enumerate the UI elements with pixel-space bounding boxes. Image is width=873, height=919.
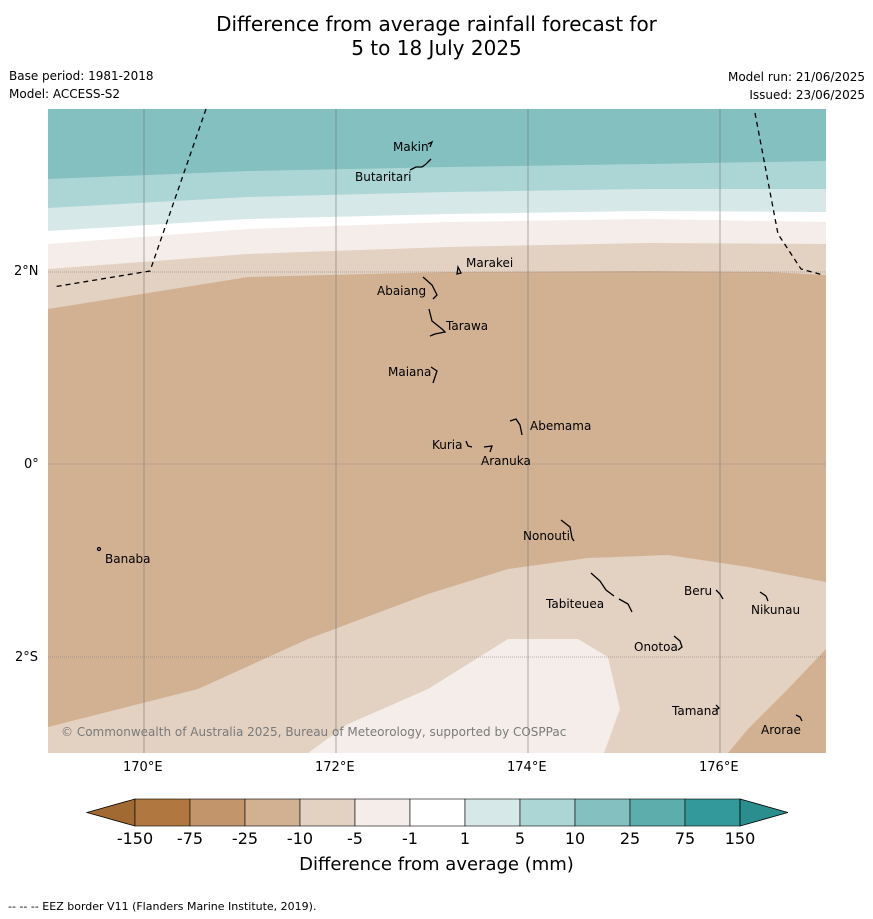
label-tabiteuea: Tabiteuea (545, 597, 604, 611)
colorbar-segment (244, 798, 301, 827)
label-kuria: Kuria (432, 438, 463, 452)
colorbar-segment (299, 798, 356, 827)
arorae-shape (795, 714, 803, 722)
label-nonouti: Nonouti (523, 529, 570, 543)
colorbar-segment (409, 798, 466, 827)
band-p10 (48, 109, 826, 179)
colorbar-title: Difference from average (mm) (299, 854, 574, 875)
kuria-shape (465, 440, 473, 448)
lon-tick-174: 174°E (507, 760, 547, 775)
base-period: Base period: 1981-2018 (9, 69, 154, 83)
colorbar-tick-label: 5 (514, 829, 526, 848)
colorbar-segment (519, 798, 576, 827)
colorbar-segment (629, 798, 686, 827)
model-name: Model: ACCESS-S2 (9, 87, 121, 101)
colorbar-tick-label: 10 (564, 829, 586, 848)
label-banaba: Banaba (105, 552, 151, 566)
lat-tick-2s: 2°S (15, 650, 39, 665)
eez-footnote: -- -- -- EEZ border V11 (Flanders Marine… (8, 900, 317, 913)
colorbar-tick-label: -10 (286, 829, 314, 848)
colorbar-extend-low (86, 798, 136, 827)
label-aranuka: Aranuka (481, 454, 531, 468)
colorbar (86, 798, 788, 827)
beru-shape (715, 589, 724, 600)
rainfall-map: Makin Butaritari Marakei Abaiang Tarawa … (48, 109, 826, 753)
colorbar-tick-label: 75 (674, 829, 696, 848)
label-abemama: Abemama (530, 419, 591, 433)
band-m10-south (48, 555, 826, 753)
butaritari-shape (409, 158, 432, 171)
label-beru: Beru (684, 584, 712, 598)
label-abaiang: Abaiang (377, 284, 426, 298)
band-m5-south (308, 639, 620, 753)
lat-tick-0: 0° (24, 457, 39, 472)
graticule (48, 109, 826, 753)
lon-tick-170: 170°E (123, 760, 163, 775)
nonouti-shape (560, 519, 575, 542)
colorbar-extend-high (739, 798, 788, 827)
label-marakei: Marakei (466, 256, 513, 270)
label-arorae: Arorae (761, 723, 801, 737)
abaiang-shape (422, 276, 438, 300)
model-run: Model run: 21/06/2025 (727, 70, 865, 84)
label-tamana: Tamana (671, 704, 719, 718)
abemama-shape (509, 418, 523, 436)
colorbar-segment (134, 798, 191, 827)
lon-tick-176: 176°E (699, 760, 739, 775)
colorbar-tick-label: -150 (116, 829, 154, 848)
colorbar-tick-label: 1 (459, 829, 471, 848)
colorbar-tick-label: 150 (724, 829, 756, 848)
label-maiana: Maiana (388, 365, 431, 379)
onotoa-shape (673, 635, 683, 651)
maiana-shape (430, 366, 438, 384)
colorbar-segment (189, 798, 246, 827)
label-butaritari: Butaritari (355, 170, 412, 184)
nikunau-shape (759, 591, 769, 602)
colorbar-tick-label: -75 (176, 829, 204, 848)
colorbar-segment (684, 798, 741, 827)
label-tarawa: Tarawa (445, 319, 488, 333)
label-nikunau: Nikunau (751, 603, 800, 617)
aranuka-shape (483, 445, 493, 453)
colorbar-segment (464, 798, 521, 827)
colorbar-tick-label: -25 (231, 829, 259, 848)
colorbar-segment (354, 798, 411, 827)
map-title-line1: Difference from average rainfall forecas… (216, 12, 657, 36)
issued-date: Issued: 23/06/2025 (749, 88, 865, 102)
tamana-shape (715, 704, 721, 711)
label-makin: Makin (393, 140, 429, 154)
eez-border (52, 109, 824, 288)
label-onotoa: Onotoa (634, 640, 678, 654)
lat-tick-2n: 2°N (14, 264, 39, 279)
copyright-notice: © Commonwealth of Australia 2025, Bureau… (61, 725, 566, 739)
lon-tick-172: 172°E (315, 760, 355, 775)
marakei-shape (456, 264, 462, 275)
island-shapes (96, 140, 803, 722)
tarawa-shape (428, 308, 447, 337)
map-title-line2: 5 to 18 July 2025 (351, 36, 522, 60)
tabiteuea-shape (590, 572, 633, 613)
colorbar-tick-label: -1 (402, 829, 418, 848)
banaba-shape (96, 546, 102, 552)
colorbar-tick-label: -5 (347, 829, 363, 848)
makin-shape (427, 140, 434, 148)
colorbar-tick-label: 25 (619, 829, 641, 848)
colorbar-segment (574, 798, 631, 827)
